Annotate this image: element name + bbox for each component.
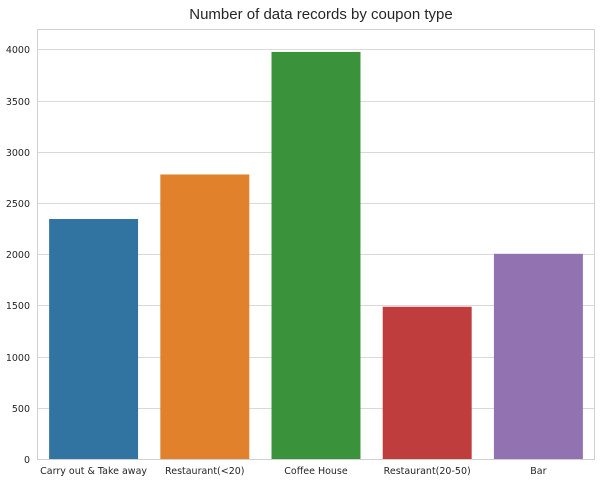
y-tick-label: 0 — [24, 455, 30, 466]
x-tick-label: Carry out & Take away — [40, 466, 147, 477]
x-axis-ticks: Carry out & Take away Restaurant(<20) Coff… — [40, 466, 546, 477]
bar-2 — [271, 51, 361, 460]
x-tick-label: Bar — [530, 466, 546, 477]
x-tick-label: Restaurant(20-50) — [384, 466, 471, 477]
bar-4 — [493, 253, 583, 459]
bars — [49, 51, 583, 460]
y-tick-label: 2500 — [6, 199, 30, 210]
y-tick-label: 2000 — [6, 250, 30, 261]
plot-frame — [37, 29, 595, 460]
x-tick-label: Coffee House — [284, 466, 348, 477]
y-tick-label: 1000 — [6, 353, 30, 364]
y-axis-ticks: 0 500 1000 1500 2000 2500 3000 3500 4000 — [6, 45, 30, 466]
y-tick-label: 4000 — [6, 45, 30, 56]
bar-0 — [49, 219, 139, 459]
bar-3 — [382, 306, 472, 459]
y-tick-label: 3500 — [6, 97, 30, 108]
y-tick-label: 500 — [12, 404, 30, 415]
y-tick-label: 1500 — [6, 301, 30, 312]
bar-1 — [160, 174, 250, 460]
chart-title: Number of data records by coupon type — [189, 6, 452, 23]
y-tick-label: 3000 — [6, 148, 30, 159]
x-tick-label: Restaurant(<20) — [165, 466, 244, 477]
